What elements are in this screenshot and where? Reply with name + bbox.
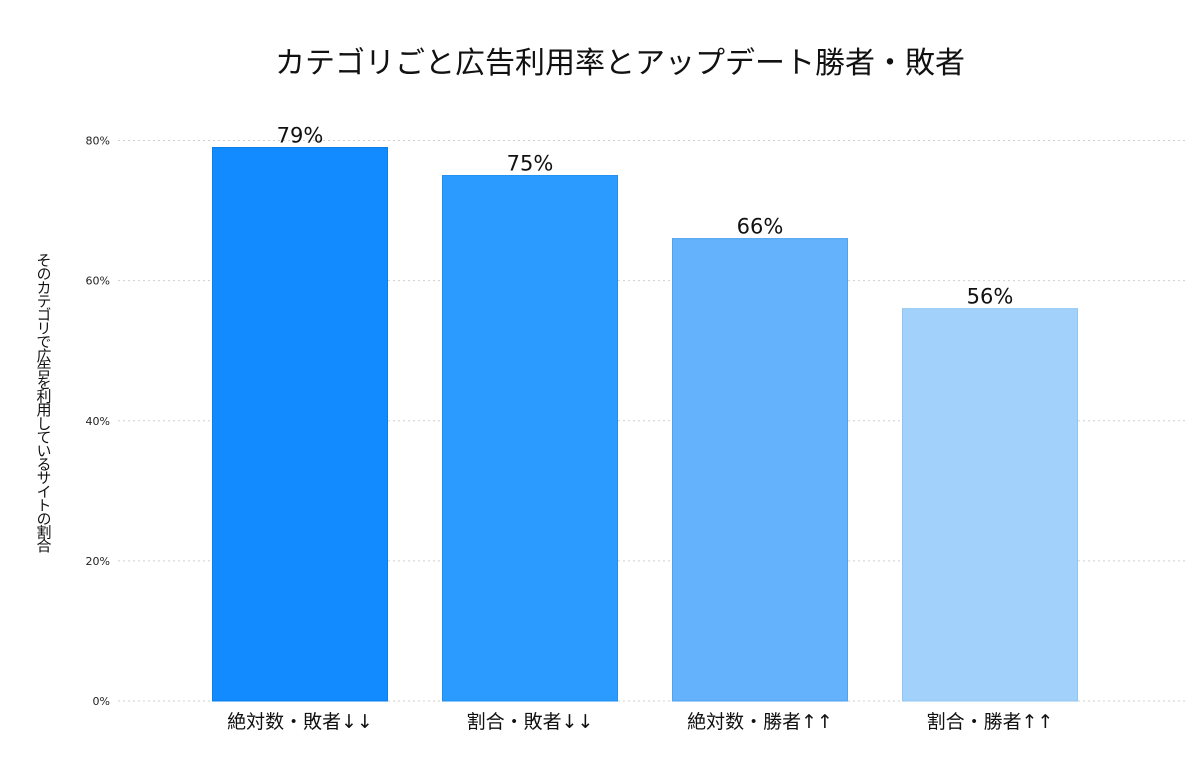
x-tick-label: 割合・敗者↓↓ [467, 711, 594, 733]
bar [442, 175, 618, 702]
y-axis-label: そのカテゴリで広告を利用しているサイトの割合 [34, 252, 53, 552]
bar [212, 147, 388, 702]
y-tick-label: 80% [86, 135, 110, 148]
chart-title: カテゴリごと広告利用率とアップデート勝者・敗者 [275, 46, 965, 81]
y-axis-ticks: 0% 20% 40% 60% 80% [86, 135, 110, 709]
data-labels: 79% 75% 66% 56% [277, 124, 1014, 309]
bars [212, 147, 1078, 702]
bar [902, 308, 1078, 702]
data-label: 66% [737, 215, 784, 239]
x-axis-ticks: 絶対数・敗者↓↓ 割合・敗者↓↓ 絶対数・勝者↑↑ 割合・勝者↑↑ [227, 711, 1053, 733]
y-tick-label: 40% [86, 415, 110, 428]
y-tick-label: 60% [86, 275, 110, 288]
data-label: 56% [967, 285, 1014, 309]
x-tick-label: 絶対数・勝者↑↑ [687, 711, 833, 733]
y-tick-label: 20% [86, 555, 110, 568]
bar [672, 238, 848, 702]
x-tick-label: 絶対数・敗者↓↓ [227, 711, 373, 733]
x-tick-label: 割合・勝者↑↑ [927, 711, 1054, 733]
data-label: 79% [277, 124, 324, 148]
y-tick-label: 0% [93, 695, 110, 708]
data-label: 75% [507, 152, 554, 176]
